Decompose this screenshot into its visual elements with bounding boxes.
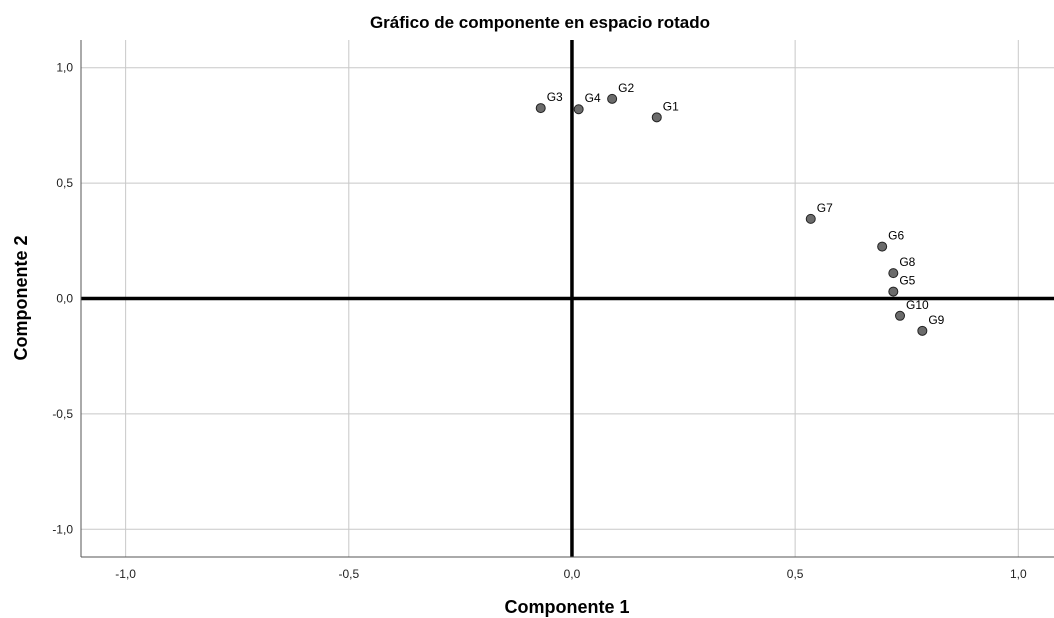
data-point-g9 bbox=[917, 325, 928, 336]
y-tick-label: 1,0 bbox=[56, 61, 73, 75]
point-label-g9: G9 bbox=[928, 313, 944, 327]
y-tick-labels: -1,0 -0,5 0,0 0,5 1,0 bbox=[52, 61, 73, 537]
point-label-g6: G6 bbox=[888, 229, 904, 243]
data-point-g1 bbox=[651, 112, 662, 123]
x-tick-label: -1,0 bbox=[115, 567, 136, 581]
x-tick-label: 0,5 bbox=[787, 567, 804, 581]
point-label-g5: G5 bbox=[899, 274, 915, 288]
data-point-g3 bbox=[535, 103, 546, 114]
point-label-g8: G8 bbox=[899, 255, 915, 269]
data-points bbox=[535, 93, 928, 336]
point-label-g2: G2 bbox=[618, 81, 634, 95]
point-label-g7: G7 bbox=[817, 201, 833, 215]
x-tick-label: 0,0 bbox=[564, 567, 581, 581]
data-point-g6 bbox=[877, 241, 888, 252]
chart-title: Gráfico de componente en espacio rotado bbox=[370, 13, 710, 32]
x-tick-labels: -1,0 -0,5 0,0 0,5 1,0 bbox=[115, 567, 1027, 581]
y-tick-label: 0,5 bbox=[56, 176, 73, 190]
data-point-g10 bbox=[895, 310, 906, 321]
zero-axes bbox=[81, 40, 1054, 557]
x-tick-label: -0,5 bbox=[338, 567, 359, 581]
y-tick-label: 0,0 bbox=[56, 292, 73, 306]
y-tick-label: -1,0 bbox=[52, 522, 73, 536]
grid-lines bbox=[81, 40, 1054, 557]
data-point-g8 bbox=[888, 268, 899, 279]
point-label-g1: G1 bbox=[663, 99, 679, 113]
data-point-g5 bbox=[888, 286, 899, 297]
data-point-g4 bbox=[573, 104, 584, 115]
point-label-g3: G3 bbox=[547, 90, 563, 104]
point-label-g4: G4 bbox=[585, 91, 601, 105]
data-point-g7 bbox=[805, 213, 816, 224]
x-tick-label: 1,0 bbox=[1010, 567, 1027, 581]
y-tick-label: -0,5 bbox=[52, 407, 73, 421]
data-point-g2 bbox=[607, 93, 618, 104]
y-axis-title: Componente 2 bbox=[11, 235, 31, 360]
x-axis-title: Componente 1 bbox=[504, 597, 629, 617]
plot-frame bbox=[80, 40, 1054, 558]
point-label-g10: G10 bbox=[906, 298, 929, 312]
